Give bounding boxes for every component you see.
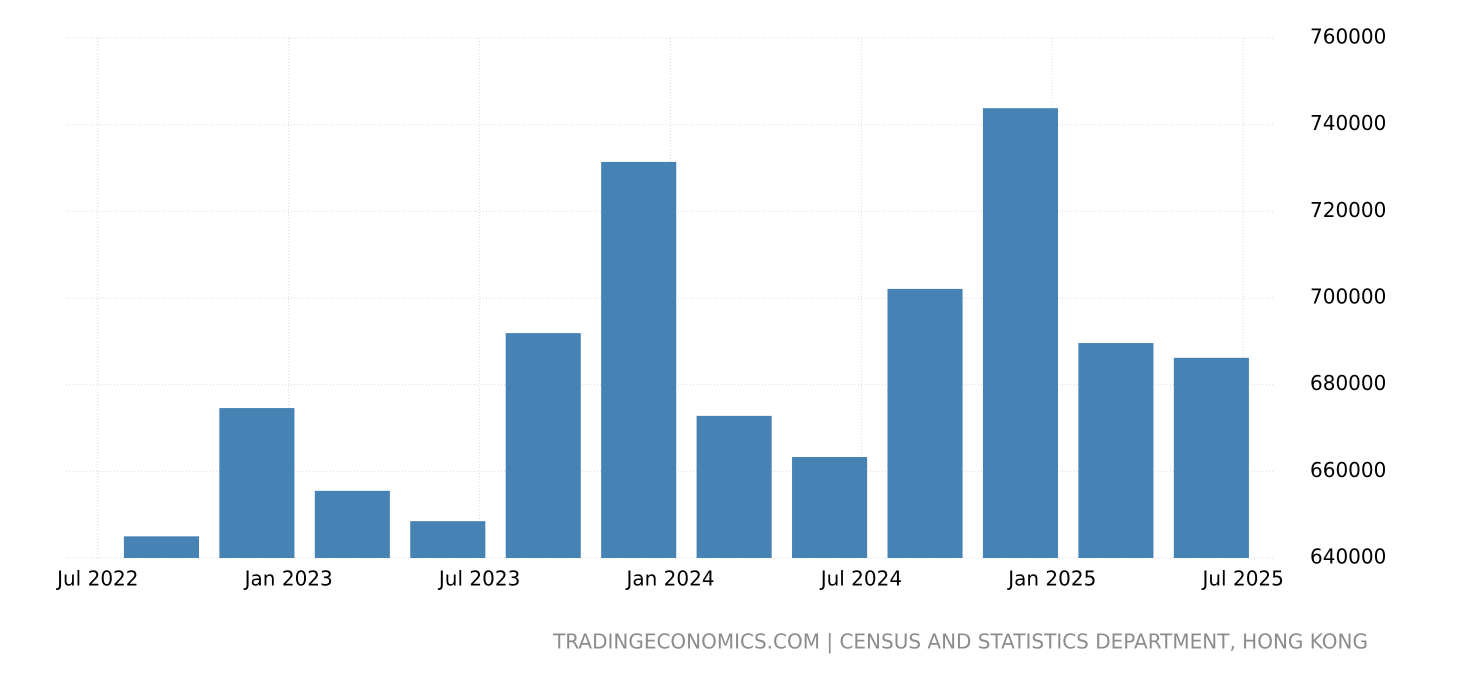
bar [505,333,581,558]
bar [1173,357,1249,558]
x-tick-label: Jul 2022 [55,567,138,591]
y-tick-label: 700000 [1310,285,1386,309]
bar [123,536,199,558]
x-tick-label: Jul 2024 [819,567,902,591]
y-tick-label: 640000 [1310,545,1386,569]
y-tick-label: 720000 [1310,198,1386,222]
bar [696,415,772,558]
x-tick-label: Jan 2024 [624,567,714,591]
x-tick-label: Jan 2023 [243,567,333,591]
bar [314,490,390,558]
y-tick-label: 740000 [1310,111,1386,135]
y-tick-label: 680000 [1310,371,1386,395]
y-tick-label: 760000 [1310,25,1386,49]
x-tick-label: Jul 2023 [437,567,520,591]
bar [982,108,1059,558]
bar [1078,343,1154,558]
x-tick-label: Jul 2025 [1200,567,1283,591]
bar [219,408,295,558]
bar [410,521,486,558]
bar [887,288,963,558]
bar [792,457,868,558]
y-tick-label: 660000 [1310,458,1386,482]
x-tick-label: Jan 2025 [1006,567,1096,591]
source-note: TRADINGECONOMICS.COM | CENSUS AND STATIS… [552,630,1368,654]
bar [601,161,677,558]
